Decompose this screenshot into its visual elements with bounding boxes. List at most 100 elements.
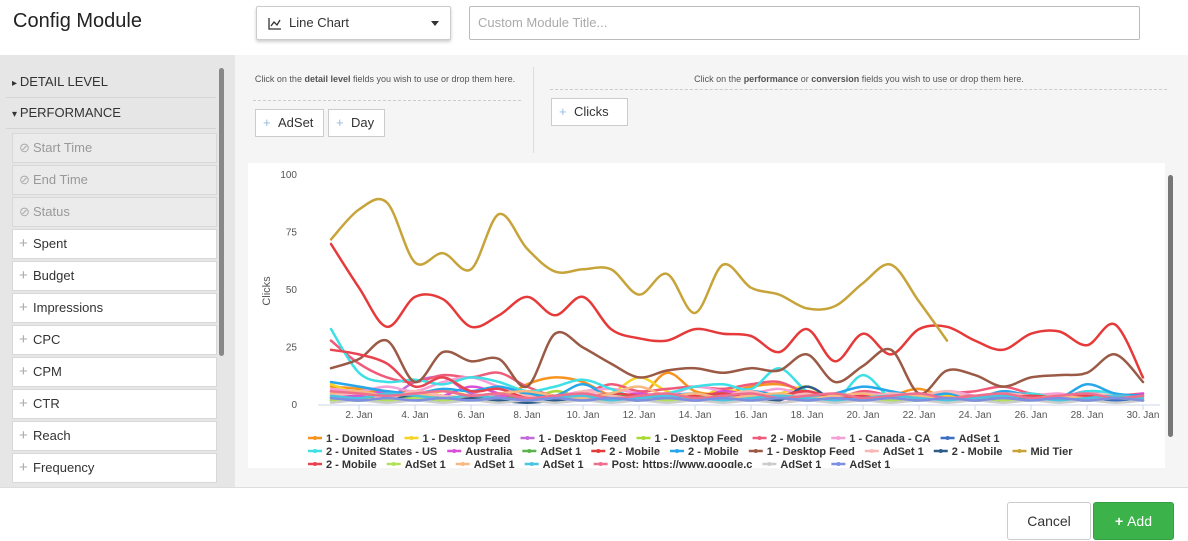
x-tick-label: 4. Jan — [401, 410, 428, 421]
legend-label: 1 - Desktop Feed — [422, 433, 510, 445]
legend-symbol — [1017, 449, 1022, 453]
divider — [253, 100, 521, 101]
caret — [431, 21, 439, 26]
legend-symbol — [527, 449, 532, 453]
legend-symbol — [598, 462, 603, 466]
legend-item[interactable]: AdSet 1 — [524, 459, 584, 468]
legend-item[interactable]: Australia — [447, 446, 513, 458]
hint-text: Click on the — [254, 74, 305, 84]
scrollbar[interactable] — [219, 68, 224, 356]
legend-item[interactable]: Post: https://www.google.c — [593, 459, 753, 468]
x-tick-label: 12. Jan — [623, 410, 656, 421]
legend-symbol — [641, 436, 646, 440]
x-tick-label: 10. Jan — [567, 410, 600, 421]
legend-label: 2 - Mobile — [952, 446, 1003, 458]
legend-item[interactable]: 1 - Download — [308, 433, 394, 445]
legend-item[interactable]: 1 - Desktop Feed — [636, 433, 743, 445]
legend-symbol — [313, 436, 317, 440]
legend-symbol — [525, 436, 530, 440]
y-tick-label: 100 — [280, 170, 297, 181]
legend-label: AdSet 1 — [540, 446, 581, 458]
series-line — [329, 330, 1145, 395]
dropdown-value: Line Chart — [289, 15, 349, 30]
legend-item[interactable]: Mid Tier — [1012, 446, 1074, 458]
section-label: PERFORMANCE — [19, 105, 121, 120]
field-chip[interactable]: AdSet — [255, 109, 325, 137]
series-line — [329, 242, 1145, 379]
legend-item[interactable]: 1 - Desktop Feed — [404, 433, 510, 445]
legend-item[interactable]: AdSet 1 — [864, 446, 924, 458]
hint-text: performance — [743, 74, 799, 84]
field[interactable]: CPM — [0, 357, 217, 387]
legend-item[interactable]: AdSet 1 — [455, 459, 515, 468]
section-header[interactable]: ▾ PERFORMANCE — [6, 98, 216, 129]
legend-label: 1 - Desktop Feed — [767, 446, 855, 458]
add-button[interactable]: + Add — [1093, 502, 1174, 540]
hint-text: Click on the — [694, 74, 744, 84]
legend-item[interactable]: 1 - Desktop Feed — [520, 433, 627, 445]
legend-item[interactable]: AdSet 1 — [940, 433, 1000, 445]
field[interactable]: Impressions — [0, 293, 217, 323]
legend-item[interactable]: 2 - Mobile — [591, 446, 660, 458]
legend-item[interactable]: 1 - Canada - CA — [831, 433, 931, 445]
field[interactable]: Spent — [0, 229, 217, 259]
field[interactable]: Reach — [0, 421, 217, 451]
legend-label: AdSet 1 — [883, 446, 924, 458]
x-tick-label: 16. Jan — [735, 410, 768, 421]
field-chip[interactable]: Clicks — [551, 98, 628, 126]
chart: Clicks 0 25 50 75 100 2. Jan 4. Jan 6. Jan 8. Jan… — [248, 163, 1165, 468]
x-tick-label: 8. Jan — [513, 410, 540, 421]
y-tick-label: 75 — [286, 228, 298, 239]
legend-label: 2 - Mobile — [771, 433, 822, 445]
x-tick-label: 20. Jan — [847, 410, 880, 421]
legend-symbol — [767, 462, 772, 466]
series-line — [329, 396, 1145, 402]
legend-item[interactable]: 2 - Mobile — [933, 446, 1003, 458]
legend-label: 1 - Desktop Feed — [538, 433, 626, 445]
title-input[interactable]: Custom Module Title... — [469, 6, 1140, 40]
hint-text: fields you wish to use or drop them here… — [350, 74, 516, 84]
x-tick-label: 26. Jan — [1015, 410, 1048, 421]
legend-label: AdSet 1 — [780, 459, 821, 468]
x-tick-label: 30. Jan — [1127, 410, 1160, 421]
field[interactable]: Budget — [0, 261, 217, 291]
field-chip[interactable]: Day — [328, 109, 386, 137]
legend-item[interactable]: AdSet 1 — [762, 459, 821, 468]
legend-item[interactable]: AdSet 1 — [522, 446, 581, 458]
section-header[interactable]: ▸ DETAIL LEVEL — [6, 67, 216, 98]
chart-type-dropdown[interactable]: Line Chart — [256, 6, 451, 40]
legend-label: AdSet 1 — [959, 433, 1000, 445]
field: Status — [0, 197, 217, 227]
legend-item[interactable]: 2 - Mobile — [308, 459, 377, 468]
legend-item[interactable]: 2 - Mobile — [752, 433, 822, 445]
y-tick-label: 0 — [291, 400, 297, 411]
x-tick-label: 28. Jan — [1071, 410, 1104, 421]
section-label: DETAIL LEVEL — [19, 74, 108, 89]
legend-label: 2 - Mobile — [688, 446, 739, 458]
legend-item[interactable]: 2 - United States - US — [308, 446, 437, 458]
scrollbar[interactable] — [1168, 175, 1173, 437]
legend-symbol — [938, 449, 943, 453]
legend-symbol — [945, 436, 950, 440]
legend-item[interactable]: AdSet 1 — [831, 459, 890, 468]
dimension-hint: Click on the detail level fields you wis… — [250, 74, 520, 84]
cancel-button[interactable]: Cancel — [1007, 502, 1091, 540]
x-tick-label: 24. Jan — [959, 410, 992, 421]
field[interactable]: CPC — [0, 325, 217, 355]
arrow: ▾ — [12, 109, 20, 120]
divider — [550, 89, 1167, 90]
legend-symbol — [836, 462, 841, 466]
header: Config Module Line Chart Custom Module T… — [0, 0, 1188, 55]
legend-item[interactable]: 2 - Mobile — [670, 446, 739, 458]
x-tick-label: 6. Jan — [457, 410, 484, 421]
y-tick-label: 25 — [286, 343, 298, 354]
legend-item[interactable]: 1 - Desktop Feed — [748, 446, 855, 458]
legend-symbol — [596, 449, 601, 453]
field[interactable]: Frequency — [0, 453, 217, 483]
x-tick-label: 18. Jan — [791, 410, 824, 421]
series-line — [329, 197, 949, 342]
legend-symbol — [452, 449, 457, 453]
legend-item[interactable]: AdSet 1 — [386, 459, 446, 468]
field[interactable]: CTR — [0, 389, 217, 419]
arrow: ▸ — [12, 78, 20, 89]
